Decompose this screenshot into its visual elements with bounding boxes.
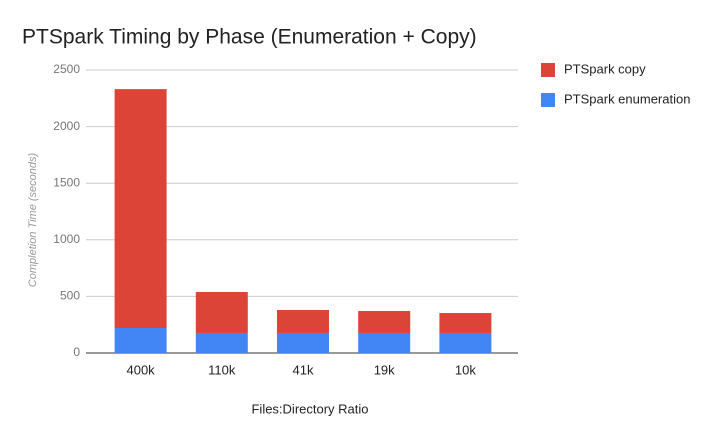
x-tick-label: 400k (126, 362, 155, 377)
x-tick-label: 10k (455, 362, 476, 377)
x-axis-title: Files:Directory Ratio (251, 401, 368, 416)
y-tick-label: 0 (73, 345, 80, 359)
bar-segment (195, 332, 248, 353)
legend-label: PTSpark enumeration (564, 91, 690, 106)
y-tick-label: 1500 (53, 175, 80, 189)
bar-segment (439, 313, 492, 333)
y-tick-label: 1000 (53, 232, 80, 246)
bar-segment (114, 327, 167, 353)
bar-segment (277, 309, 329, 333)
bar-segment (195, 291, 248, 333)
bar-segment (358, 332, 411, 353)
legend-label: PTSpark copy (564, 61, 646, 76)
bar-segment (358, 311, 411, 333)
y-tick-label: 2500 (53, 62, 80, 76)
legend-swatch (541, 93, 555, 107)
y-tick-label: 500 (60, 289, 80, 303)
bar-segment (114, 89, 167, 328)
x-tick-label: 41k (293, 362, 314, 377)
bar-segment (439, 332, 492, 353)
x-tick-label: 110k (208, 362, 236, 377)
y-tick-label: 2000 (53, 119, 80, 133)
x-tick-label: 19k (374, 362, 395, 377)
y-axis-title: Completion Time (seconds) (27, 152, 39, 287)
legend-swatch (541, 63, 555, 77)
bar-segment (277, 332, 329, 353)
chart-title: PTSpark Timing by Phase (Enumeration + C… (22, 26, 477, 49)
